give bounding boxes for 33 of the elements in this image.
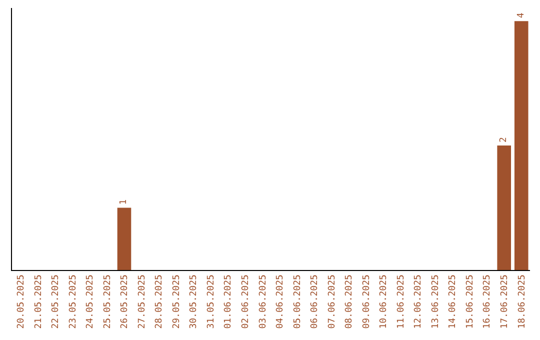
x-tick-label: 18.06.2025 bbox=[517, 274, 528, 329]
x-tick-label: 25.05.2025 bbox=[102, 274, 113, 329]
x-tick-label: 02.06.2025 bbox=[241, 274, 252, 329]
x-tick-label: 06.06.2025 bbox=[310, 274, 320, 329]
x-tick-label: 03.06.2025 bbox=[258, 274, 268, 329]
x-tick-label: 08.06.2025 bbox=[344, 274, 355, 329]
x-tick-label: 17.06.2025 bbox=[500, 274, 510, 329]
x-tick-label: 12.06.2025 bbox=[414, 274, 424, 329]
x-tick-label: 05.06.2025 bbox=[292, 274, 303, 329]
x-tick-label: 31.05.2025 bbox=[206, 274, 216, 329]
x-tick-label: 30.05.2025 bbox=[189, 274, 200, 329]
x-tick-label: 10.06.2025 bbox=[379, 274, 390, 329]
data-label: 4 bbox=[516, 12, 526, 18]
x-tick-label: 04.06.2025 bbox=[276, 274, 286, 329]
x-tick-label: 01.06.2025 bbox=[224, 274, 234, 329]
data-label: 1 bbox=[119, 199, 130, 205]
x-tick-label: 07.06.2025 bbox=[327, 274, 338, 329]
x-tick-label: 23.05.2025 bbox=[68, 274, 78, 329]
x-tick-label: 27.05.2025 bbox=[137, 274, 148, 329]
x-tick-label: 20.05.2025 bbox=[16, 274, 27, 329]
x-tick-label: 11.06.2025 bbox=[396, 274, 406, 329]
x-tick-label: 09.06.2025 bbox=[362, 274, 372, 329]
x-tick-label: 21.05.2025 bbox=[34, 274, 44, 329]
x-tick-label: 24.05.2025 bbox=[86, 274, 96, 329]
x-tick-label: 16.06.2025 bbox=[482, 274, 493, 329]
x-tick-label: 15.06.2025 bbox=[465, 274, 476, 329]
x-tick-label: 22.05.2025 bbox=[51, 274, 62, 329]
x-tick-label: 14.06.2025 bbox=[448, 274, 458, 329]
x-tick-label: 28.05.2025 bbox=[154, 274, 165, 329]
x-tick-label: 13.06.2025 bbox=[430, 274, 441, 329]
data-label: 2 bbox=[499, 137, 510, 143]
x-tick-label: 29.05.2025 bbox=[172, 274, 182, 329]
x-tick-label: 26.05.2025 bbox=[120, 274, 130, 329]
